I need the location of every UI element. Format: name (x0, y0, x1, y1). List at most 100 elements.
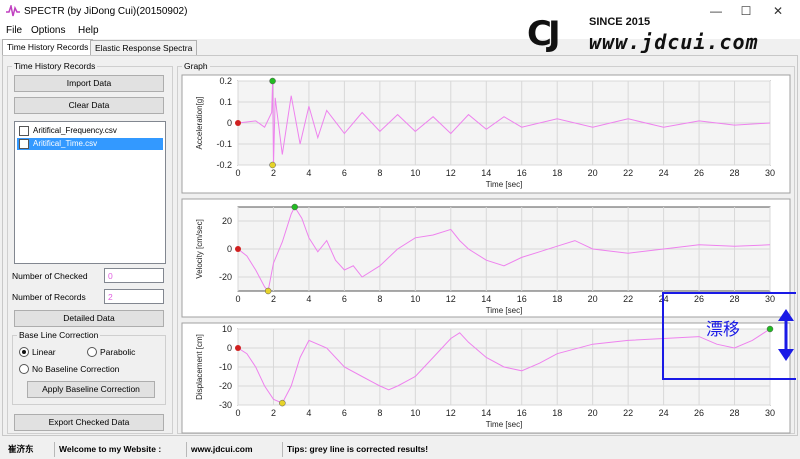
checked-count-label: Number of Checked (12, 271, 88, 281)
x-tick-label: 26 (694, 168, 704, 178)
x-tick-label: 20 (588, 294, 598, 304)
records-list[interactable]: Aritifical_Frequency.csv Aritifical_Time… (14, 121, 166, 264)
tab-time-history[interactable]: Time History Records (2, 39, 94, 56)
x-tick-label: 8 (377, 408, 382, 418)
no-baseline-radio[interactable]: No Baseline Correction (19, 364, 119, 374)
menu-help[interactable]: Help (78, 25, 99, 36)
record-name: Aritifical_Time.csv (33, 139, 98, 148)
record-checkbox[interactable] (19, 126, 29, 136)
apply-baseline-button[interactable]: Apply Baseline Correction (27, 381, 155, 398)
drift-annotation: 漂移 (662, 292, 800, 380)
parabolic-radio-label: Parabolic (100, 347, 136, 357)
x-tick-label: 8 (377, 168, 382, 178)
logo-since: SINCE 2015 (589, 16, 651, 28)
x-tick-label: 10 (410, 408, 420, 418)
list-item[interactable]: Aritifical_Time.csv (17, 138, 163, 150)
no-baseline-radio-label: No Baseline Correction (32, 364, 120, 374)
x-tick-label: 26 (694, 408, 704, 418)
peak-marker (766, 325, 774, 333)
tab-elastic-response[interactable]: Elastic Response Spectra (90, 40, 198, 56)
linear-radio-label: Linear (32, 347, 56, 357)
x-tick-label: 12 (446, 168, 456, 178)
min-marker (264, 287, 272, 295)
record-checkbox[interactable] (19, 139, 29, 149)
x-tick-label: 14 (481, 168, 491, 178)
x-tick-label: 24 (659, 168, 669, 178)
y-tick-label: 0.1 (219, 97, 232, 107)
logo-mark: CJ (527, 14, 561, 54)
site-logo: CJ SINCE 2015 www.jdcui.com (527, 12, 797, 62)
x-tick-label: 0 (235, 168, 240, 178)
status-website[interactable]: www.jdcui.com (186, 442, 280, 457)
start-marker (235, 120, 241, 126)
x-tick-label: 18 (552, 408, 562, 418)
series-line (237, 328, 771, 404)
x-tick-label: 2 (271, 294, 276, 304)
x-tick-label: 6 (342, 408, 347, 418)
x-tick-label: 12 (446, 294, 456, 304)
y-tick-label: -10 (219, 362, 232, 372)
maximize-button[interactable]: ☐ (740, 4, 752, 18)
linear-radio[interactable]: Linear (19, 347, 56, 357)
x-tick-label: 26 (694, 294, 704, 304)
status-welcome: Welcome to my Website : (54, 442, 184, 457)
y-tick-label: -0.2 (216, 160, 232, 170)
status-tips: Tips: grey line is corrected results! (282, 442, 582, 457)
x-tick-label: 22 (623, 168, 633, 178)
status-author: 崔济东 (8, 444, 34, 454)
y-tick-label: 10 (222, 324, 232, 334)
series-line (237, 205, 771, 293)
tab-content: Time History Records Import Data Clear D… (2, 55, 800, 436)
x-tick-label: 28 (730, 408, 740, 418)
x-tick-label: 30 (765, 408, 775, 418)
annotation-text: 漂移 (706, 320, 740, 339)
start-marker (235, 345, 241, 351)
y-tick-label: -30 (219, 400, 232, 410)
x-tick-label: 2 (271, 168, 276, 178)
x-tick-label: 8 (377, 294, 382, 304)
x-axis-label: Time [sec] (486, 420, 523, 429)
x-tick-label: 22 (623, 408, 633, 418)
detailed-data-button[interactable]: Detailed Data (14, 310, 164, 327)
records-group: Time History Records Import Data Clear D… (7, 61, 173, 434)
x-tick-label: 16 (517, 168, 527, 178)
x-tick-label: 0 (235, 408, 240, 418)
y-tick-label: -20 (219, 381, 232, 391)
x-tick-label: 28 (730, 294, 740, 304)
arrow-up-icon (778, 309, 794, 321)
y-axis-label: Displacement [cm] (195, 334, 204, 400)
parabolic-radio[interactable]: Parabolic (87, 347, 135, 357)
records-count-field[interactable]: 2 (104, 289, 164, 304)
export-checked-button[interactable]: Export Checked Data (14, 414, 164, 431)
start-marker (235, 246, 241, 252)
min-marker (269, 161, 276, 169)
x-tick-label: 22 (623, 294, 633, 304)
minimize-button[interactable]: — (710, 4, 722, 18)
title-bar: SPECTR (by JiDong Cui)(20150902) — ☐ ✕ (0, 0, 800, 23)
menu-file[interactable]: File (6, 25, 23, 36)
x-tick-label: 18 (552, 168, 562, 178)
y-tick-label: 20 (222, 216, 232, 226)
checked-count-field[interactable]: 0 (104, 268, 164, 283)
records-group-title: Time History Records (12, 61, 98, 71)
x-tick-label: 10 (410, 294, 420, 304)
import-data-button[interactable]: Import Data (14, 75, 164, 92)
graph-group-title: Graph (182, 61, 210, 71)
x-tick-label: 16 (517, 294, 527, 304)
x-tick-label: 0 (235, 294, 240, 304)
x-tick-label: 12 (446, 408, 456, 418)
list-item[interactable]: Aritifical_Frequency.csv (17, 125, 163, 137)
logo-url: www.jdcui.com (589, 30, 759, 54)
close-button[interactable]: ✕ (772, 4, 784, 18)
peak-marker (291, 203, 298, 211)
window-title: SPECTR (by JiDong Cui)(20150902) (24, 6, 188, 17)
y-tick-label: -20 (219, 272, 232, 282)
clear-data-button[interactable]: Clear Data (14, 97, 164, 114)
x-tick-label: 18 (552, 294, 562, 304)
menu-options[interactable]: Options (31, 25, 66, 36)
x-axis-label: Time [sec] (486, 306, 523, 315)
x-tick-label: 30 (765, 168, 775, 178)
peak-marker (269, 77, 276, 85)
